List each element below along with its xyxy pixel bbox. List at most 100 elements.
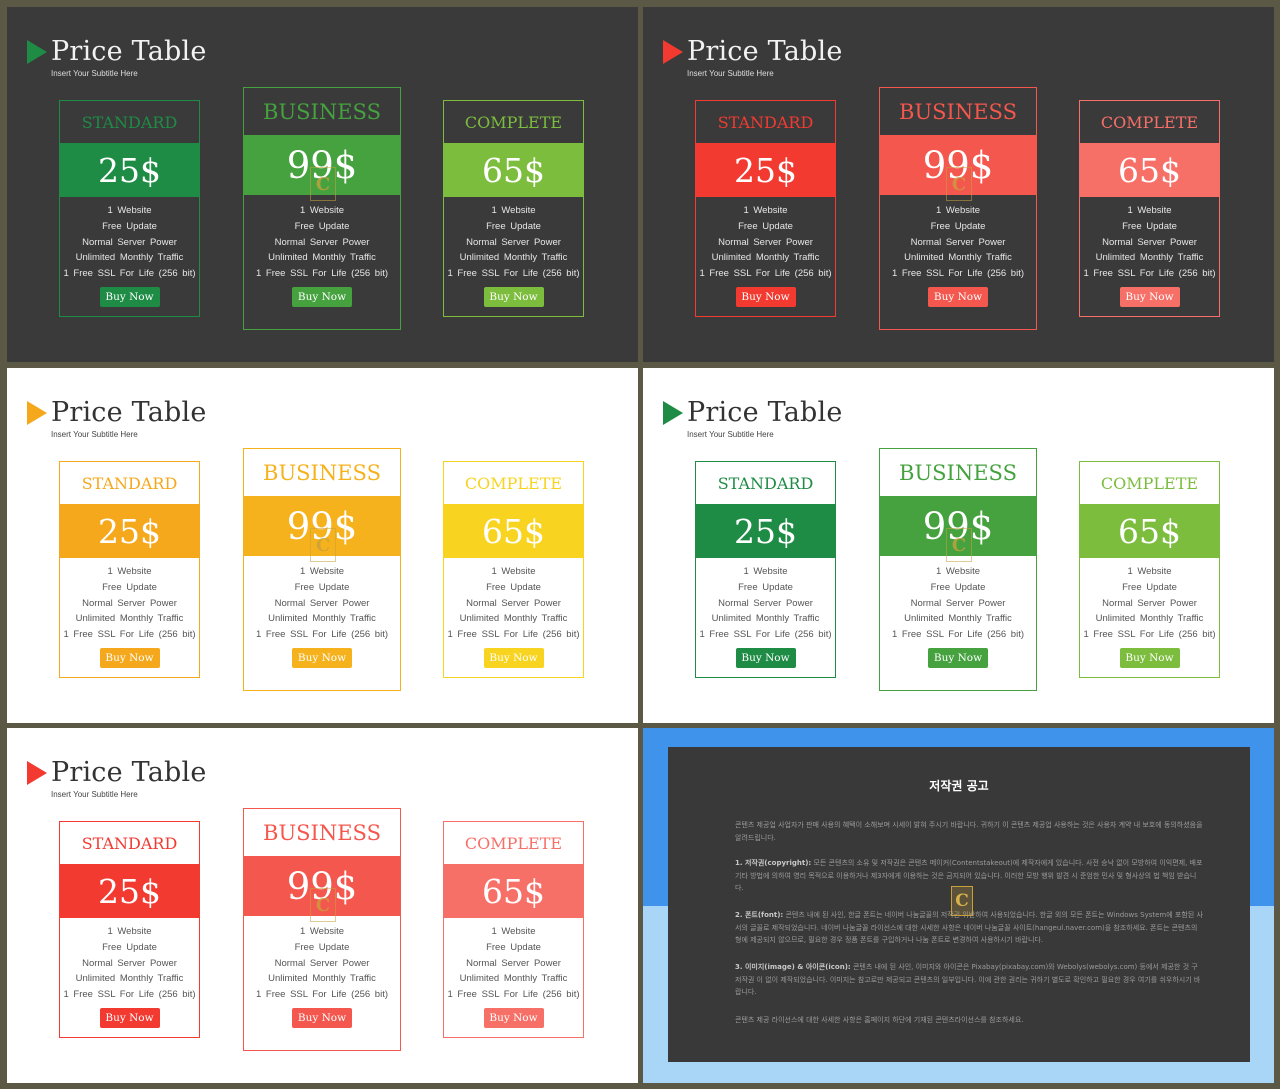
price-value: 25$ bbox=[98, 511, 161, 551]
feature-item: Unlimited Monthly Traffic bbox=[711, 613, 820, 625]
feature-list: 1 Website Free Update Normal Server Power U… bbox=[444, 924, 583, 1003]
feature-list: 1 Website Free Update Normal Server Power U… bbox=[244, 203, 400, 282]
copyright-notice-slide: 저작권 공고 콘텐츠 제공업 사업자가 판매 사용의 혜택이 소해보며 시세이 … bbox=[643, 728, 1274, 1083]
watermark-logo: C bbox=[310, 888, 336, 922]
price-band: 99$ bbox=[879, 135, 1037, 195]
buy-now-button[interactable]: Buy Now bbox=[483, 648, 544, 668]
price-band: 99$ bbox=[243, 856, 401, 916]
price-card: COMPLETE 65$ 1 Website Free Update Normal Se… bbox=[443, 821, 584, 1038]
feature-item: 1 Free SSL For Life (256 bit) bbox=[1083, 268, 1216, 280]
feature-item: 1 Website bbox=[935, 566, 981, 577]
feature-item: Normal Server Power bbox=[910, 597, 1006, 609]
watermark-logo: C bbox=[946, 528, 972, 562]
slide-subtitle: Insert Your Subtitle Here bbox=[51, 430, 138, 439]
notice-section-body: 콘텐츠 내에 된 사인, 이미지와 아이콘은 Pixabay(pixabay.c… bbox=[735, 963, 1201, 996]
buy-now-button[interactable]: Buy Now bbox=[292, 1008, 352, 1028]
notice-section-body: 모든 콘텐츠의 소유 및 저작권은 콘텐츠 메이커(Contentstakeou… bbox=[735, 859, 1203, 892]
buy-now-button[interactable]: Buy Now bbox=[99, 1008, 160, 1028]
feature-item: 1 Free SSL For Life (256 bit) bbox=[63, 629, 196, 641]
price-card: COMPLETE 65$ 1 Website Free Update Normal Se… bbox=[443, 100, 584, 317]
feature-item: Unlimited Monthly Traffic bbox=[904, 252, 1012, 264]
price-band: 25$ bbox=[59, 864, 200, 918]
plan-name: BUSINESS bbox=[263, 821, 381, 845]
price-value: 99$ bbox=[286, 504, 358, 548]
price-card: BUSINESS 99$ 1 Website Free Update Normal Se… bbox=[243, 448, 401, 691]
feature-item: 1 Website bbox=[491, 926, 536, 937]
feature-item: 1 Free SSL For Life (256 bit) bbox=[699, 268, 832, 280]
price-value: 99$ bbox=[922, 504, 994, 548]
plan-name: COMPLETE bbox=[464, 834, 563, 853]
price-value: 99$ bbox=[286, 143, 358, 187]
price-card: STANDARD 25$ 1 Website Free Update Normal Se… bbox=[695, 100, 836, 317]
buy-now-button[interactable]: Buy Now bbox=[99, 648, 160, 668]
buy-now-button[interactable]: Buy Now bbox=[99, 287, 160, 307]
price-value: 65$ bbox=[482, 150, 545, 190]
feature-list: 1 Website Free Update Normal Server Power U… bbox=[696, 564, 835, 643]
notice-outro: 콘텐츠 제공 라이선스에 대한 사세한 사항은 홈페이지 하단에 기재된 콘텐츠… bbox=[735, 1016, 1024, 1024]
buy-now-button[interactable]: Buy Now bbox=[483, 1008, 544, 1028]
buy-now-button[interactable]: Buy Now bbox=[1119, 287, 1180, 307]
buy-now-button[interactable]: Buy Now bbox=[483, 287, 544, 307]
feature-item: 1 Website bbox=[107, 205, 152, 216]
feature-list: 1 Website Free Update Normal Server Power U… bbox=[60, 203, 199, 282]
feature-list: 1 Website Free Update Normal Server Power U… bbox=[444, 564, 583, 643]
plan-name: STANDARD bbox=[81, 834, 178, 853]
buy-now-button[interactable]: Buy Now bbox=[735, 648, 796, 668]
watermark-logo: C bbox=[310, 167, 336, 201]
slide-subtitle: Insert Your Subtitle Here bbox=[687, 69, 774, 78]
price-band: 99$ bbox=[879, 496, 1037, 556]
feature-item: Free Update bbox=[486, 220, 541, 232]
price-card: COMPLETE 65$ 1 Website Free Update Normal Se… bbox=[1079, 100, 1220, 317]
feature-item: 1 Free SSL For Life (256 bit) bbox=[447, 629, 580, 641]
slide-subtitle: Insert Your Subtitle Here bbox=[687, 430, 774, 439]
feature-list: 1 Website Free Update Normal Server Power U… bbox=[880, 564, 1036, 643]
notice-panel: 저작권 공고 콘텐츠 제공업 사업자가 판매 사용의 혜택이 소해보며 시세이 … bbox=[668, 747, 1250, 1062]
slide-title: Price Table bbox=[687, 397, 843, 428]
feature-item: Unlimited Monthly Traffic bbox=[75, 252, 184, 264]
slide-title: Price Table bbox=[51, 757, 207, 788]
triangle-icon bbox=[663, 401, 683, 425]
price-card: COMPLETE 65$ 1 Website Free Update Normal Se… bbox=[443, 461, 584, 678]
feature-item: Normal Server Power bbox=[274, 597, 370, 609]
plan-name: COMPLETE bbox=[464, 113, 563, 132]
feature-item: Normal Server Power bbox=[1102, 597, 1197, 609]
price-value: 65$ bbox=[1118, 150, 1181, 190]
buy-now-button[interactable]: Buy Now bbox=[292, 648, 352, 668]
price-value: 99$ bbox=[286, 864, 358, 908]
feature-item: Normal Server Power bbox=[274, 957, 370, 969]
buy-now-button[interactable]: Buy Now bbox=[735, 287, 796, 307]
watermark-logo: C bbox=[310, 528, 336, 562]
buy-now-button[interactable]: Buy Now bbox=[1119, 648, 1180, 668]
plan-name: COMPLETE bbox=[464, 474, 563, 493]
price-band: 25$ bbox=[59, 504, 200, 558]
price-value: 65$ bbox=[482, 871, 545, 911]
watermark-logo: C bbox=[951, 886, 973, 916]
price-card: STANDARD 25$ 1 Website Free Update Normal Se… bbox=[695, 461, 836, 678]
feature-item: Normal Server Power bbox=[910, 236, 1006, 248]
feature-item: Free Update bbox=[486, 941, 541, 953]
feature-item: Normal Server Power bbox=[466, 957, 561, 969]
buy-now-button[interactable]: Buy Now bbox=[928, 287, 988, 307]
price-card: BUSINESS 99$ 1 Website Free Update Normal Se… bbox=[243, 87, 401, 330]
feature-list: 1 Website Free Update Normal Server Power U… bbox=[60, 564, 199, 643]
feature-item: Free Update bbox=[1122, 220, 1177, 232]
buy-now-button[interactable]: Buy Now bbox=[292, 287, 352, 307]
price-value: 25$ bbox=[98, 871, 161, 911]
feature-item: Free Update bbox=[294, 941, 350, 953]
feature-item: 1 Free SSL For Life (256 bit) bbox=[255, 989, 389, 1001]
feature-item: Normal Server Power bbox=[466, 597, 561, 609]
triangle-icon bbox=[27, 40, 47, 64]
feature-item: 1 Website bbox=[107, 566, 152, 577]
feature-item: Free Update bbox=[102, 220, 157, 232]
price-band: 25$ bbox=[59, 143, 200, 197]
watermark-logo: C bbox=[946, 167, 972, 201]
buy-now-button[interactable]: Buy Now bbox=[928, 648, 988, 668]
feature-item: 1 Free SSL For Life (256 bit) bbox=[447, 268, 580, 280]
triangle-icon bbox=[27, 761, 47, 785]
feature-item: 1 Free SSL For Life (256 bit) bbox=[63, 268, 196, 280]
price-table-slide: Price Table Insert Your Subtitle Here STAN… bbox=[7, 728, 638, 1083]
feature-list: 1 Website Free Update Normal Server Power U… bbox=[244, 564, 400, 643]
plan-name: STANDARD bbox=[81, 474, 178, 493]
price-value: 25$ bbox=[734, 150, 797, 190]
notice-section-body: 콘텐츠 내에 된 사인, 한글 폰트는 네이버 나눔글꼴의 저작권 위반하여 사… bbox=[735, 911, 1203, 944]
